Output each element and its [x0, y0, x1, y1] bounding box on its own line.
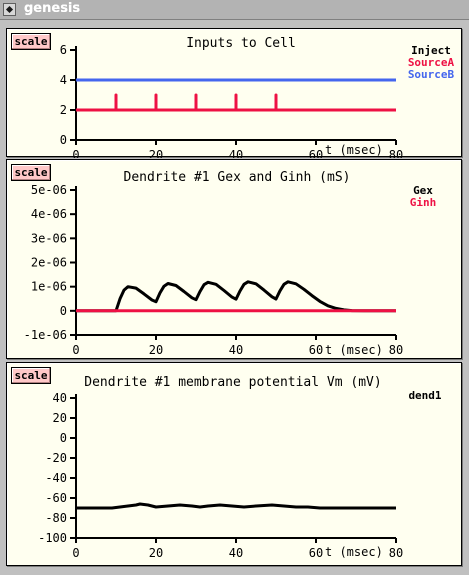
- y-tick-label: 3e-06: [31, 231, 67, 245]
- x-axis-label: t (msec): [325, 343, 383, 357]
- x-tick-label: 0: [72, 343, 79, 357]
- series-line-dend1: [76, 502, 396, 510]
- y-tick-label: -60: [45, 491, 67, 505]
- title-bar[interactable]: genesis: [0, 0, 469, 20]
- x-tick-label: 60: [309, 148, 323, 158]
- y-tick-label: 20: [53, 411, 67, 425]
- series-line-gex: [76, 280, 396, 313]
- y-tick-label: 0: [60, 133, 67, 147]
- conductance-graph: Dendrite #1 Gex and Ginh (mS) 0 20 40 60 80 -1…: [6, 159, 462, 359]
- scale-button[interactable]: scale: [11, 164, 51, 181]
- graph-title: Dendrite #1 membrane potential Vm (mV): [84, 375, 381, 390]
- y-tick-label: -1e-06: [24, 328, 67, 342]
- series-line-sourcea: [76, 93, 396, 112]
- window-title: genesis: [24, 1, 81, 16]
- y-tick-label: 1e-06: [31, 280, 67, 294]
- y-tick-label: -40: [45, 471, 67, 485]
- x-tick-label: 60: [309, 546, 323, 560]
- legend-entry-dend1: dend1: [408, 389, 441, 402]
- legend-entry-ginh: Ginh: [410, 196, 437, 209]
- legend-entry-sourcea: SourceA: [408, 56, 455, 69]
- x-tick-label: 40: [229, 148, 243, 158]
- y-tick-label: 2e-06: [31, 256, 67, 270]
- y-tick-label: 40: [53, 391, 67, 405]
- plot-area[interactable]: Inputs to Cell 0 20 40 60 80 0 2 4 6 t (msec) Injec…: [7, 29, 463, 158]
- x-tick-label: 80: [389, 546, 403, 560]
- y-tick-label: 4e-06: [31, 207, 67, 221]
- graph-title: Inputs to Cell: [186, 36, 296, 51]
- y-tick-label: 4: [60, 73, 67, 87]
- x-tick-label: 20: [149, 148, 163, 158]
- x-tick-label: 80: [389, 343, 403, 357]
- x-axis-label: t (msec): [325, 545, 383, 559]
- x-tick-label: 40: [229, 546, 243, 560]
- x-tick-label: 20: [149, 343, 163, 357]
- x-tick-label: 60: [309, 343, 323, 357]
- x-axis-label: t (msec): [325, 143, 383, 157]
- y-tick-label: 5e-06: [31, 183, 67, 197]
- y-tick-label: 6: [60, 43, 67, 57]
- x-tick-label: 0: [72, 546, 79, 560]
- x-tick-label: 20: [149, 546, 163, 560]
- y-tick-label: 0: [60, 431, 67, 445]
- legend-entry-gex: Gex: [413, 184, 433, 197]
- inputs-graph: Inputs to Cell 0 20 40 60 80 0 2 4 6 t (msec) Injec…: [6, 28, 463, 158]
- legend-entry-sourceb: SourceB: [408, 68, 455, 81]
- y-tick-label: -20: [45, 451, 67, 465]
- x-tick-label: 40: [229, 343, 243, 357]
- plot-area[interactable]: Dendrite #1 membrane potential Vm (mV) 0 2…: [7, 363, 463, 567]
- graph-title: Dendrite #1 Gex and Ginh (mS): [124, 170, 351, 185]
- membrane-potential-graph: Dendrite #1 membrane potential Vm (mV) 0 2…: [6, 362, 462, 566]
- y-tick-label: -80: [45, 511, 67, 525]
- scale-button[interactable]: scale: [11, 367, 51, 384]
- y-tick-label: -100: [38, 531, 67, 545]
- x-tick-label: 80: [389, 148, 403, 158]
- scale-button[interactable]: scale: [11, 33, 51, 50]
- window-menu-icon[interactable]: [3, 3, 16, 16]
- x-tick-label: 0: [72, 148, 79, 158]
- y-tick-label: 2: [60, 103, 67, 117]
- plot-area[interactable]: Dendrite #1 Gex and Ginh (mS) 0 20 40 60 80 -1…: [7, 160, 463, 360]
- legend-entry-inject: Inject: [411, 44, 451, 57]
- y-tick-label: 0: [60, 304, 67, 318]
